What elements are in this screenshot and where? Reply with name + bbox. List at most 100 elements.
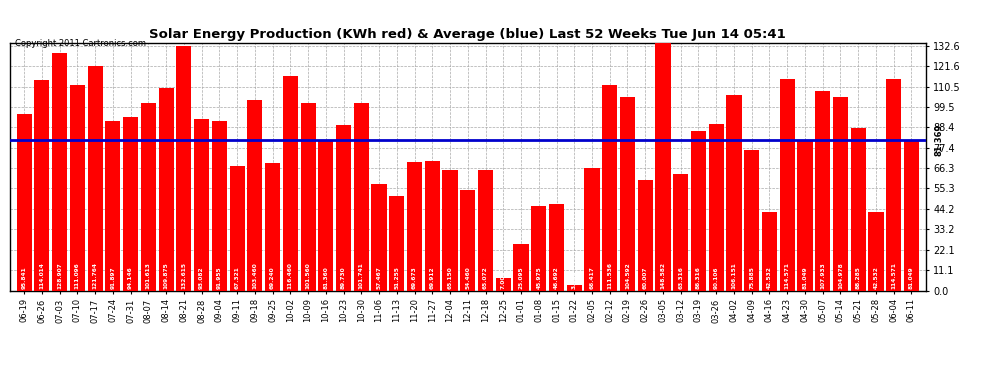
Bar	[904, 141, 919, 291]
Text: 66.417: 66.417	[589, 266, 595, 289]
Text: 111.096: 111.096	[75, 262, 80, 289]
Text: 116.460: 116.460	[288, 262, 293, 289]
Text: 69.673: 69.673	[412, 266, 417, 289]
Text: 63.316: 63.316	[678, 266, 683, 289]
Bar	[265, 163, 280, 291]
Bar	[514, 244, 529, 291]
Bar	[460, 190, 475, 291]
Bar	[371, 184, 386, 291]
Bar	[549, 204, 564, 291]
Text: 132.615: 132.615	[181, 262, 186, 289]
Text: 46.692: 46.692	[554, 266, 559, 289]
Text: 121.764: 121.764	[93, 262, 98, 289]
Text: 51.255: 51.255	[394, 266, 399, 289]
Bar	[17, 114, 32, 291]
Bar	[35, 80, 50, 291]
Bar	[780, 79, 795, 291]
Bar	[389, 196, 404, 291]
Text: 69.912: 69.912	[430, 266, 435, 289]
Text: 67.321: 67.321	[235, 266, 240, 289]
Bar	[602, 85, 618, 291]
Text: 3.152: 3.152	[572, 270, 577, 289]
Bar	[123, 117, 139, 291]
Bar	[52, 53, 67, 291]
Bar	[283, 75, 298, 291]
Text: 90.106: 90.106	[714, 266, 719, 289]
Text: 101.741: 101.741	[358, 262, 363, 289]
Text: 42.532: 42.532	[767, 266, 772, 289]
Bar	[566, 285, 582, 291]
Text: 42.532: 42.532	[873, 266, 878, 289]
Text: 107.933: 107.933	[821, 262, 826, 289]
Text: 88.285: 88.285	[855, 266, 860, 289]
Bar	[797, 141, 813, 291]
Text: 148.582: 148.582	[660, 262, 665, 289]
Bar	[407, 162, 422, 291]
Text: 86.316: 86.316	[696, 266, 701, 289]
Text: 106.151: 106.151	[732, 262, 737, 289]
Bar	[638, 180, 652, 291]
Text: 114.014: 114.014	[40, 262, 45, 289]
Bar	[691, 131, 706, 291]
Bar	[496, 278, 511, 291]
Bar	[443, 170, 457, 291]
Text: 111.536: 111.536	[607, 262, 612, 289]
Text: 103.460: 103.460	[252, 262, 257, 289]
Bar	[744, 150, 759, 291]
Bar	[87, 66, 103, 291]
Bar	[425, 162, 440, 291]
Bar	[353, 103, 369, 291]
Text: 69.240: 69.240	[270, 266, 275, 289]
Text: 81.369: 81.369	[935, 124, 943, 156]
Text: 25.095: 25.095	[519, 266, 524, 289]
Text: 109.875: 109.875	[163, 262, 168, 289]
Title: Solar Energy Production (KWh red) & Average (blue) Last 52 Weeks Tue Jun 14 05:4: Solar Energy Production (KWh red) & Aver…	[149, 28, 786, 40]
Text: 81.360: 81.360	[324, 266, 329, 289]
Bar	[620, 98, 635, 291]
Bar	[762, 212, 777, 291]
Text: 7.009: 7.009	[501, 270, 506, 289]
Bar	[833, 97, 848, 291]
Bar	[105, 121, 121, 291]
Bar	[673, 174, 688, 291]
Bar	[230, 166, 245, 291]
Bar	[70, 86, 85, 291]
Bar	[248, 99, 262, 291]
Text: 128.907: 128.907	[57, 262, 62, 289]
Text: 95.841: 95.841	[22, 266, 27, 289]
Text: 75.885: 75.885	[749, 266, 754, 289]
Bar	[584, 168, 600, 291]
Text: 114.571: 114.571	[891, 262, 896, 289]
Text: 94.146: 94.146	[128, 266, 133, 289]
Bar	[318, 140, 334, 291]
Bar	[301, 103, 316, 291]
Text: 54.460: 54.460	[465, 266, 470, 289]
Bar	[176, 46, 191, 291]
Bar	[212, 121, 227, 291]
Text: 60.007: 60.007	[643, 266, 647, 289]
Text: 91.955: 91.955	[217, 266, 222, 289]
Bar	[868, 212, 883, 291]
Text: 65.150: 65.150	[447, 266, 452, 289]
Text: 104.978: 104.978	[838, 262, 842, 289]
Bar	[141, 103, 155, 291]
Bar	[850, 128, 865, 291]
Text: 114.571: 114.571	[785, 262, 790, 289]
Text: 57.467: 57.467	[376, 266, 381, 289]
Text: 65.072: 65.072	[483, 266, 488, 289]
Text: 89.730: 89.730	[341, 266, 346, 289]
Text: 101.560: 101.560	[306, 262, 311, 289]
Bar	[815, 91, 831, 291]
Bar	[727, 94, 742, 291]
Bar	[478, 170, 493, 291]
Bar	[158, 88, 173, 291]
Text: 81.049: 81.049	[909, 266, 914, 289]
Bar	[194, 119, 209, 291]
Text: 81.049: 81.049	[803, 266, 808, 289]
Text: 45.975: 45.975	[537, 266, 542, 289]
Text: 91.897: 91.897	[110, 266, 115, 289]
Text: 101.613: 101.613	[146, 262, 150, 289]
Bar	[336, 125, 351, 291]
Bar	[886, 79, 901, 291]
Text: 104.592: 104.592	[625, 262, 630, 289]
